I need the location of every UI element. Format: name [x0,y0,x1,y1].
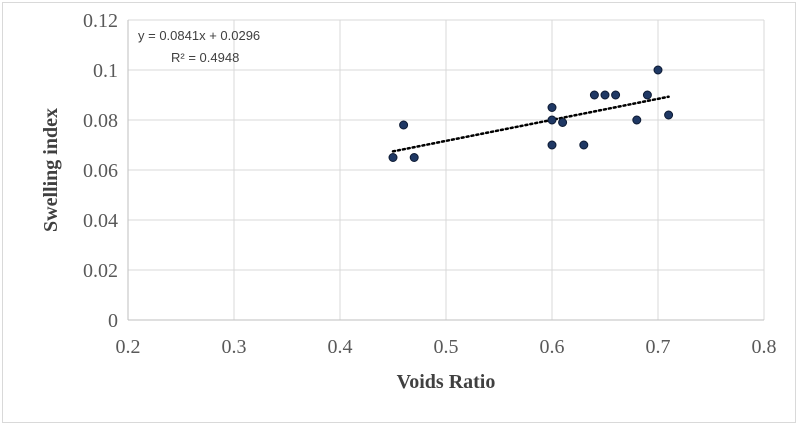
x-axis-title: Voids Ratio [397,371,496,393]
data-point [611,90,621,100]
data-point [632,115,642,125]
axes [127,20,764,321]
gridlines [128,19,765,320]
x-tick-label: 0.7 [646,336,671,358]
data-point [409,153,419,162]
trendline-group [391,95,670,153]
x-tick-label: 0.3 [222,336,247,358]
x-tick-label: 0.8 [752,336,777,358]
y-tick-label: 0.02 [83,260,118,282]
x-tick-label: 0.5 [434,336,459,358]
data-point [579,140,589,150]
chart-frame [2,2,796,423]
tick-labels: 0 0.02 0.04 0.06 0.08 0.1 0.12 0.2 0.3 0.4 0.5 0.6 0… [83,10,777,358]
trendline-r-squared: R² = 0.4948 [171,50,239,65]
data-point [600,90,610,100]
data-point [547,103,557,112]
data-point [399,120,409,130]
y-tick-label: 0.08 [83,110,118,132]
data-point [547,140,557,150]
y-tick-label: 0 [108,310,118,332]
trendline [391,95,670,153]
data-point [589,90,599,100]
x-tick-label: 0.4 [328,336,353,358]
x-tick-label: 0.2 [116,336,141,358]
data-point [558,118,568,127]
data-point [653,65,663,75]
trendline-equation: y = 0.0841x + 0.0296 [138,28,260,43]
y-tick-label: 0.1 [93,60,118,82]
x-tick-label: 0.6 [540,336,565,358]
y-tick-label: 0.06 [83,160,118,182]
data-point [664,110,674,120]
data-point [547,115,557,125]
data-points [388,65,674,162]
data-point [388,153,398,162]
y-tick-label: 0.04 [83,210,118,232]
y-tick-label: 0.12 [83,10,118,32]
data-point [642,90,652,100]
y-axis-title: Swelling index [40,108,62,232]
